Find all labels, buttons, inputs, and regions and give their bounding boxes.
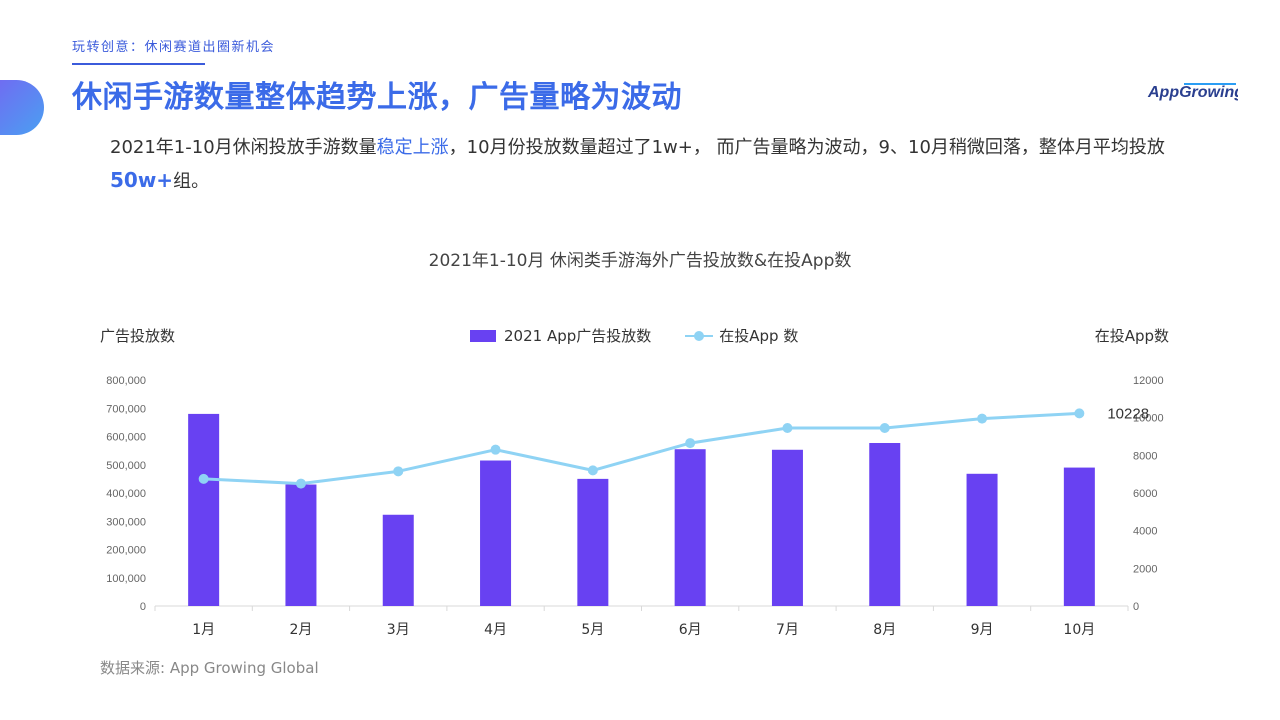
line-point [490,444,501,455]
summary-part1: 2021年1-10月休闲投放手游数量 [110,137,377,158]
appgrowing-logo: AppGrowing [1147,83,1238,101]
bar [1063,467,1095,606]
legend-item-bar: 2021 App广告投放数 [470,325,651,346]
x-tick-label: 5月 [581,622,604,638]
summary-part3: 组。 [173,171,210,192]
y-right-tick-label: 8000 [1133,450,1157,462]
x-tick-label: 8月 [873,622,896,638]
summary-highlight-stable: 稳定上涨 [376,137,449,158]
y-left-tick-label: 100,000 [106,573,146,585]
x-tick-label: 3月 [387,622,410,638]
bar [480,460,512,606]
y-right-tick-label: 0 [1133,601,1139,613]
line-point [782,423,793,434]
page-title: 休闲手游数量整体趋势上涨，广告量略为波动 [72,80,682,115]
bar [771,449,803,606]
data-source: 数据来源: App Growing Global [100,659,319,677]
y-left-tick-label: 300,000 [106,516,146,528]
line-point [393,466,404,477]
side-tab-decoration [0,80,44,135]
y-right-tick-label: 12000 [1133,375,1164,387]
data-label-last-point: 10228 [1107,405,1149,422]
bar [674,449,706,606]
x-tick-label: 4月 [484,622,507,638]
y-left-tick-label: 700,000 [106,403,146,415]
line-point [977,413,988,424]
y-right-tick-label: 2000 [1133,563,1157,575]
legend-bar-label: 2021 App广告投放数 [504,327,652,345]
svg-text:AppGrowing: AppGrowing [1147,84,1238,101]
y-right-tick-label: 4000 [1133,526,1157,538]
x-tick-label: 1月 [192,622,215,638]
bar [966,473,998,606]
y-left-tick-label: 400,000 [106,488,146,500]
chart-legend: 2021 App广告投放数 在投App 数 [470,325,832,346]
y-left-tick-label: 500,000 [106,460,146,472]
bar [285,484,317,606]
line-point [879,423,890,434]
legend-item-line: 在投App 数 [685,325,798,346]
legend-line-label: 在投App 数 [719,327,799,345]
legend-line-swatch [685,329,714,343]
bar [577,478,609,606]
line-point [587,465,598,476]
line-series-in-app-count [203,411,1080,486]
y-right-tick-label: 10000 [1133,413,1164,425]
y-right-tick-label: 6000 [1133,488,1157,500]
line-point [295,478,306,489]
x-tick-label: 6月 [679,622,702,638]
chart-title: 2021年1-10月 休闲类手游海外广告投放数&在投App数 [428,251,852,271]
line-point [1074,408,1085,419]
bar [869,442,901,606]
y-left-tick-label: 200,000 [106,545,146,557]
y-left-tick-label: 0 [140,601,146,613]
legend-bar-swatch [470,329,496,342]
y-left-tick-label: 800,000 [106,375,146,387]
line-point [198,473,209,484]
summary-part2: ，10月份投放数量超过了1w+， 而广告量略为波动，9、10月稍微回落，整体月平… [448,137,1165,158]
bar [382,514,414,606]
x-tick-label: 7月 [776,622,799,638]
x-tick-label: 10月 [1063,622,1095,638]
y-axis-right-label: 在投App数 [1094,327,1169,345]
bar [188,413,220,606]
y-axis-left-label: 广告投放数 [100,327,176,345]
section-underline [72,63,205,65]
line-point [685,438,696,449]
y-left-tick-label: 600,000 [106,432,146,444]
section-label: 玩转创意：休闲赛道出圈新机会 [72,40,276,55]
summary-text: 2021年1-10月休闲投放手游数量稳定上涨，10月份投放数量超过了1w+， 而… [110,132,1190,198]
summary-highlight-avg: 50w+ [110,168,174,192]
x-tick-label: 2月 [289,622,312,638]
x-tick-label: 9月 [971,622,994,638]
